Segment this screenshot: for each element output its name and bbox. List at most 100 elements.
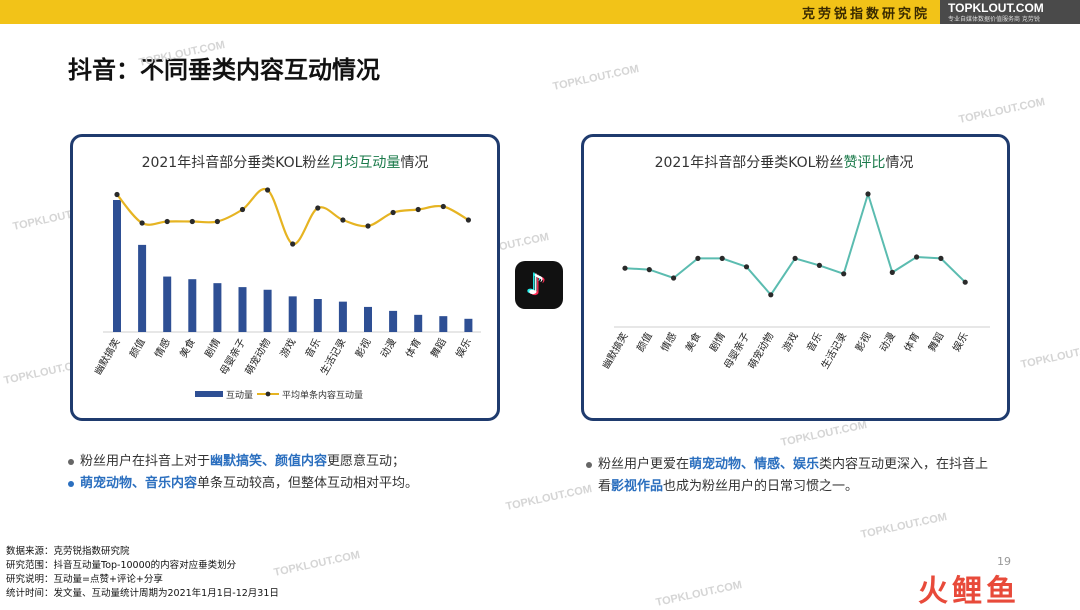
- x-tick-label: 娱乐: [453, 336, 474, 360]
- bar: [439, 316, 448, 332]
- note-highlight: 影视作品: [611, 479, 664, 494]
- line-point: [365, 223, 371, 229]
- brand-tagline: 专业自媒体数据价值服务商 克劳锐: [948, 16, 1040, 23]
- watermark-text: TOPKLOUT.COM: [859, 511, 949, 541]
- series-line: [624, 190, 966, 297]
- bar: [113, 200, 121, 332]
- header-bar: 克劳锐指数研究院 TOPKLOUT.COM 专业自媒体数据价值服务商 克劳锐: [0, 0, 1080, 24]
- line-point: [695, 255, 701, 261]
- x-tick-label: 舞蹈: [429, 337, 449, 360]
- x-tick-label: 游戏: [779, 330, 800, 354]
- right-notes: 粉丝用户更爱在萌宠动物、情感、娱乐类内容互动更深入，在抖音上 看影视作品也成为粉丝…: [586, 454, 988, 498]
- x-tick-label: 舞蹈: [926, 331, 946, 354]
- footer-line: 研究范围：抖音互动量Top-10000的内容对应垂类划分: [6, 560, 237, 571]
- line-point: [719, 255, 725, 261]
- bullet-icon: [68, 480, 74, 487]
- line-point: [465, 217, 471, 223]
- line-point: [889, 269, 895, 275]
- bar: [188, 279, 197, 332]
- line-point: [189, 218, 195, 225]
- note-line: 粉丝用户在抖音上对于幽默搞笑、颜值内容更愿意互动；: [68, 451, 418, 473]
- x-tick-label: 幽默搞笑: [91, 336, 122, 377]
- chart-title-part: 2021年抖音部分垂类KOL粉丝: [142, 154, 331, 171]
- line-point: [792, 255, 798, 261]
- line-point: [139, 220, 145, 226]
- note-line: 粉丝用户更爱在萌宠动物、情感、娱乐类内容互动更深入，在抖音上: [586, 454, 988, 476]
- footer-notes: 数据来源：克劳锐指数研究院 研究范围：抖音互动量Top-10000的内容对应垂类…: [6, 545, 279, 601]
- x-tick-label: 娱乐: [950, 330, 971, 354]
- note-line: 萌宠动物、音乐内容单条互动较高，但整体互动相对平均。: [68, 473, 418, 495]
- x-tick-label: 幽默搞笑: [599, 330, 630, 371]
- line-point: [415, 206, 421, 213]
- right-chart-panel: 2021年抖音部分垂类KOL粉丝赞评比情况 幽默搞笑 颜值 情感 美食 剧情 母婴亲子 萌宠动…: [581, 134, 1010, 421]
- bar: [364, 306, 372, 332]
- page-title: 抖音：不同垂类内容互动情况: [68, 56, 380, 84]
- line-point: [914, 254, 920, 260]
- chart-title-part: 2021年抖音部分垂类KOL粉丝: [655, 154, 844, 171]
- bar: [414, 314, 423, 332]
- bar: [238, 287, 247, 332]
- watermark-text: TOPKLOUT.COM: [957, 96, 1047, 126]
- note-highlight: 萌宠动物、音乐内容: [80, 476, 198, 491]
- tiktok-icon: ♪: [515, 261, 563, 309]
- line-point: [768, 292, 774, 298]
- note-line: 看影视作品也成为粉丝用户的日常习惯之一。: [586, 476, 988, 498]
- x-tick-label: 音乐: [302, 336, 323, 360]
- legend-label: 互动量: [226, 390, 253, 401]
- line-point: [671, 275, 677, 281]
- watermark-text: TOPKLOUT.COM: [1019, 341, 1080, 371]
- bar: [263, 289, 272, 332]
- line-point: [390, 209, 396, 216]
- watermark-text: TOPKLOUT.COM: [779, 419, 869, 449]
- chart-title: 2021年抖音部分垂类KOL粉丝月均互动量情况: [142, 154, 429, 171]
- note-highlight: 萌宠动物、情感、娱乐: [689, 457, 820, 472]
- chart-title-part: 赞评比: [843, 155, 885, 171]
- line-point: [265, 187, 271, 193]
- bar: [338, 301, 347, 332]
- legend-swatch-point: [265, 391, 271, 397]
- x-tick-label: 体育: [901, 330, 922, 354]
- line-point: [315, 205, 321, 211]
- chart-title-part: 情况: [885, 155, 913, 171]
- line-point: [440, 203, 446, 210]
- bar: [163, 276, 172, 332]
- line-point: [938, 255, 944, 261]
- footer-line: 数据来源：克劳锐指数研究院: [6, 546, 130, 557]
- note-text: 单条互动较高，但整体互动相对平均。: [197, 476, 419, 491]
- watermark-text: TOPKLOUT.COM: [504, 483, 594, 513]
- chart-title: 2021年抖音部分垂类KOL粉丝赞评比情况: [655, 154, 914, 171]
- line-point: [239, 206, 246, 213]
- x-tick-label: 影视: [352, 336, 373, 360]
- chart-title-part: 情况: [400, 155, 428, 171]
- x-tick-label: 颜值: [126, 336, 147, 360]
- watermark-text: TOPKLOUT.COM: [654, 579, 744, 609]
- line-point: [865, 191, 871, 197]
- bullet-icon: [68, 458, 74, 465]
- line-point: [622, 265, 628, 271]
- note-text: 看: [598, 479, 612, 494]
- bar: [213, 283, 222, 332]
- note-text: 也成为粉丝用户的日常习惯之一。: [663, 479, 859, 494]
- bar: [138, 244, 147, 332]
- x-tick-label: 游戏: [277, 336, 298, 360]
- note-text: 类内容互动更深入，在抖音上: [819, 457, 989, 472]
- bullet-icon: [586, 461, 592, 468]
- x-tick-label: 动漫: [878, 331, 898, 354]
- legend-swatch-bar: [195, 391, 223, 397]
- footer-line: 统计时间：发文量、互动量统计周期为2021年1月1日-12月31日: [6, 588, 279, 599]
- line-point: [841, 271, 847, 277]
- line-point: [340, 217, 346, 223]
- x-tick-label: 情感: [152, 336, 173, 360]
- chart-title-part: 月均互动量: [330, 155, 400, 171]
- note-highlight: 幽默搞笑、颜值内容: [210, 454, 328, 469]
- org-name: 克劳锐指数研究院: [801, 7, 930, 22]
- note-text: 粉丝用户更爱在: [598, 457, 690, 472]
- legend-label: 平均单条内容互动量: [282, 389, 363, 401]
- watermark-text: TOPKLOUT.COM: [272, 549, 362, 579]
- x-tick-label: 美食: [177, 336, 198, 360]
- x-tick-label: 剧情: [202, 336, 223, 360]
- footer-line: 研究说明：互动量=点赞+评论+分享: [6, 574, 163, 585]
- left-chart-panel: 2021年抖音部分垂类KOL粉丝月均互动量情况 幽默搞笑 颜值 情感 美食 剧情 母婴亲子萌…: [70, 134, 500, 421]
- x-tick-label: 动漫: [378, 337, 398, 360]
